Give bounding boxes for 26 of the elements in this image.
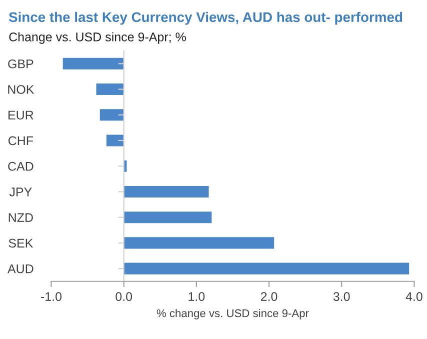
x-tick-label: 2.0 xyxy=(260,292,278,301)
y-tick-label: SEK xyxy=(8,238,34,248)
y-tick-label: NZD xyxy=(8,213,33,222)
y-tick-label: NOK xyxy=(8,85,34,94)
bar xyxy=(96,84,124,96)
x-tick-label: 4.0 xyxy=(406,292,422,301)
y-tick-label: AUD xyxy=(8,264,34,274)
bar xyxy=(124,186,209,198)
bar xyxy=(106,134,124,146)
bar xyxy=(124,262,410,274)
bar xyxy=(124,212,212,224)
y-tick-label: CHF xyxy=(8,136,34,146)
y-tick-label: EUR xyxy=(8,110,34,120)
bar xyxy=(62,58,124,70)
x-tick-label: -1.0 xyxy=(41,292,62,301)
y-tick-label: GBP xyxy=(8,59,34,68)
x-tick-label: 0.0 xyxy=(116,292,132,301)
chart-title: Since the last Key Currency Views, AUD has out- performed xyxy=(8,12,402,25)
y-tick-label: JPY xyxy=(9,188,32,196)
x-tick-label: 1.0 xyxy=(188,292,205,301)
bar xyxy=(100,109,124,121)
bar xyxy=(124,237,274,249)
chart-subtitle: Change vs. USD since 9-Apr; % xyxy=(9,32,186,44)
x-axis-title: % change vs. USD since 9-Apr xyxy=(156,308,309,320)
x-tick-label: 3.0 xyxy=(333,292,350,301)
y-tick-label: CAD xyxy=(8,162,34,171)
